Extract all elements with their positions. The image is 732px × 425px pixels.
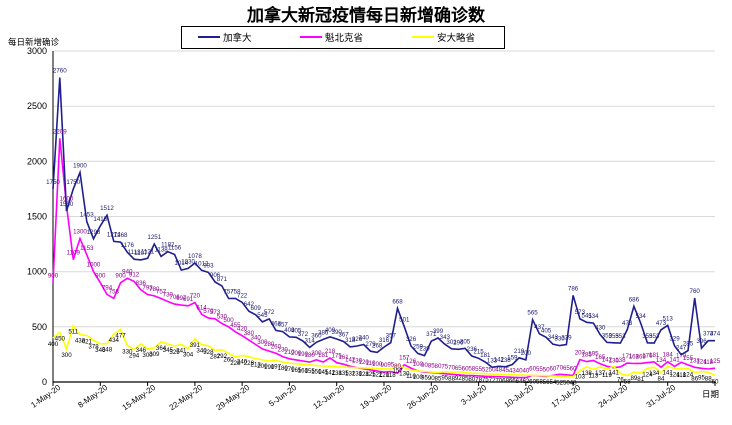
svg-text:353: 353 <box>649 333 660 340</box>
svg-text:285: 285 <box>683 341 694 348</box>
svg-text:668: 668 <box>392 298 403 305</box>
svg-text:3000: 3000 <box>27 46 47 56</box>
svg-text:450: 450 <box>55 335 66 342</box>
svg-text:2000: 2000 <box>27 156 47 166</box>
svg-text:1600: 1600 <box>60 196 74 203</box>
svg-text:60: 60 <box>570 365 577 372</box>
svg-text:1251: 1251 <box>147 234 161 241</box>
svg-text:159: 159 <box>507 355 518 362</box>
svg-text:473: 473 <box>622 320 633 327</box>
svg-text:871: 871 <box>217 276 228 283</box>
svg-text:786: 786 <box>568 285 579 292</box>
svg-text:374: 374 <box>710 331 721 338</box>
svg-text:2500: 2500 <box>27 101 47 111</box>
svg-text:1298: 1298 <box>87 229 101 236</box>
svg-text:1453: 1453 <box>80 212 94 219</box>
svg-text:500: 500 <box>32 322 47 332</box>
svg-text:239: 239 <box>419 346 430 353</box>
svg-text:141: 141 <box>609 369 620 376</box>
svg-text:572: 572 <box>264 309 275 316</box>
svg-text:1300: 1300 <box>73 229 87 236</box>
svg-text:2760: 2760 <box>53 68 67 75</box>
svg-text:0: 0 <box>42 377 47 387</box>
svg-text:1121: 1121 <box>141 248 155 255</box>
svg-text:513: 513 <box>663 315 674 322</box>
svg-text:686: 686 <box>629 296 640 303</box>
svg-text:304: 304 <box>183 352 194 359</box>
svg-text:1156: 1156 <box>168 245 182 252</box>
svg-text:912: 912 <box>129 271 140 278</box>
svg-text:534: 534 <box>636 313 647 320</box>
svg-text:1900: 1900 <box>73 162 87 169</box>
svg-text:565: 565 <box>527 310 538 317</box>
svg-text:1078: 1078 <box>188 253 202 260</box>
svg-text:1176: 1176 <box>121 242 135 249</box>
svg-text:1415: 1415 <box>93 216 107 223</box>
svg-text:511: 511 <box>68 329 78 336</box>
svg-text:309: 309 <box>149 351 160 358</box>
svg-text:722: 722 <box>237 292 248 299</box>
svg-text:1512: 1512 <box>100 205 114 212</box>
svg-text:1109: 1109 <box>67 250 81 257</box>
svg-text:2209: 2209 <box>53 128 67 135</box>
svg-text:900: 900 <box>48 273 59 280</box>
svg-text:1153: 1153 <box>80 245 94 252</box>
svg-text:1268: 1268 <box>114 232 128 239</box>
svg-text:353: 353 <box>615 333 626 340</box>
svg-text:326: 326 <box>406 336 417 343</box>
svg-text:760: 760 <box>690 288 701 295</box>
svg-text:609: 609 <box>251 305 262 312</box>
svg-text:200: 200 <box>521 350 532 357</box>
svg-text:305: 305 <box>460 338 471 345</box>
svg-text:357: 357 <box>386 333 397 340</box>
svg-text:501: 501 <box>399 317 410 324</box>
svg-text:1500: 1500 <box>27 212 47 222</box>
svg-text:430: 430 <box>595 325 606 332</box>
svg-text:1750: 1750 <box>46 179 60 186</box>
svg-text:84: 84 <box>658 376 665 383</box>
svg-text:477: 477 <box>115 332 126 339</box>
svg-text:329: 329 <box>669 336 680 343</box>
svg-text:1000: 1000 <box>27 267 47 277</box>
svg-text:300: 300 <box>61 352 72 359</box>
svg-text:60: 60 <box>712 378 719 385</box>
svg-text:1000: 1000 <box>87 262 101 269</box>
svg-text:339: 339 <box>561 335 572 342</box>
svg-text:48: 48 <box>570 380 577 387</box>
svg-text:1750: 1750 <box>66 179 80 186</box>
svg-text:306: 306 <box>696 338 707 345</box>
svg-text:534: 534 <box>588 313 599 320</box>
svg-text:900: 900 <box>95 273 106 280</box>
svg-text:993: 993 <box>203 262 214 269</box>
svg-text:720: 720 <box>190 293 201 300</box>
svg-text:348: 348 <box>102 347 113 354</box>
svg-text:758: 758 <box>109 288 120 295</box>
svg-text:125: 125 <box>710 358 721 365</box>
